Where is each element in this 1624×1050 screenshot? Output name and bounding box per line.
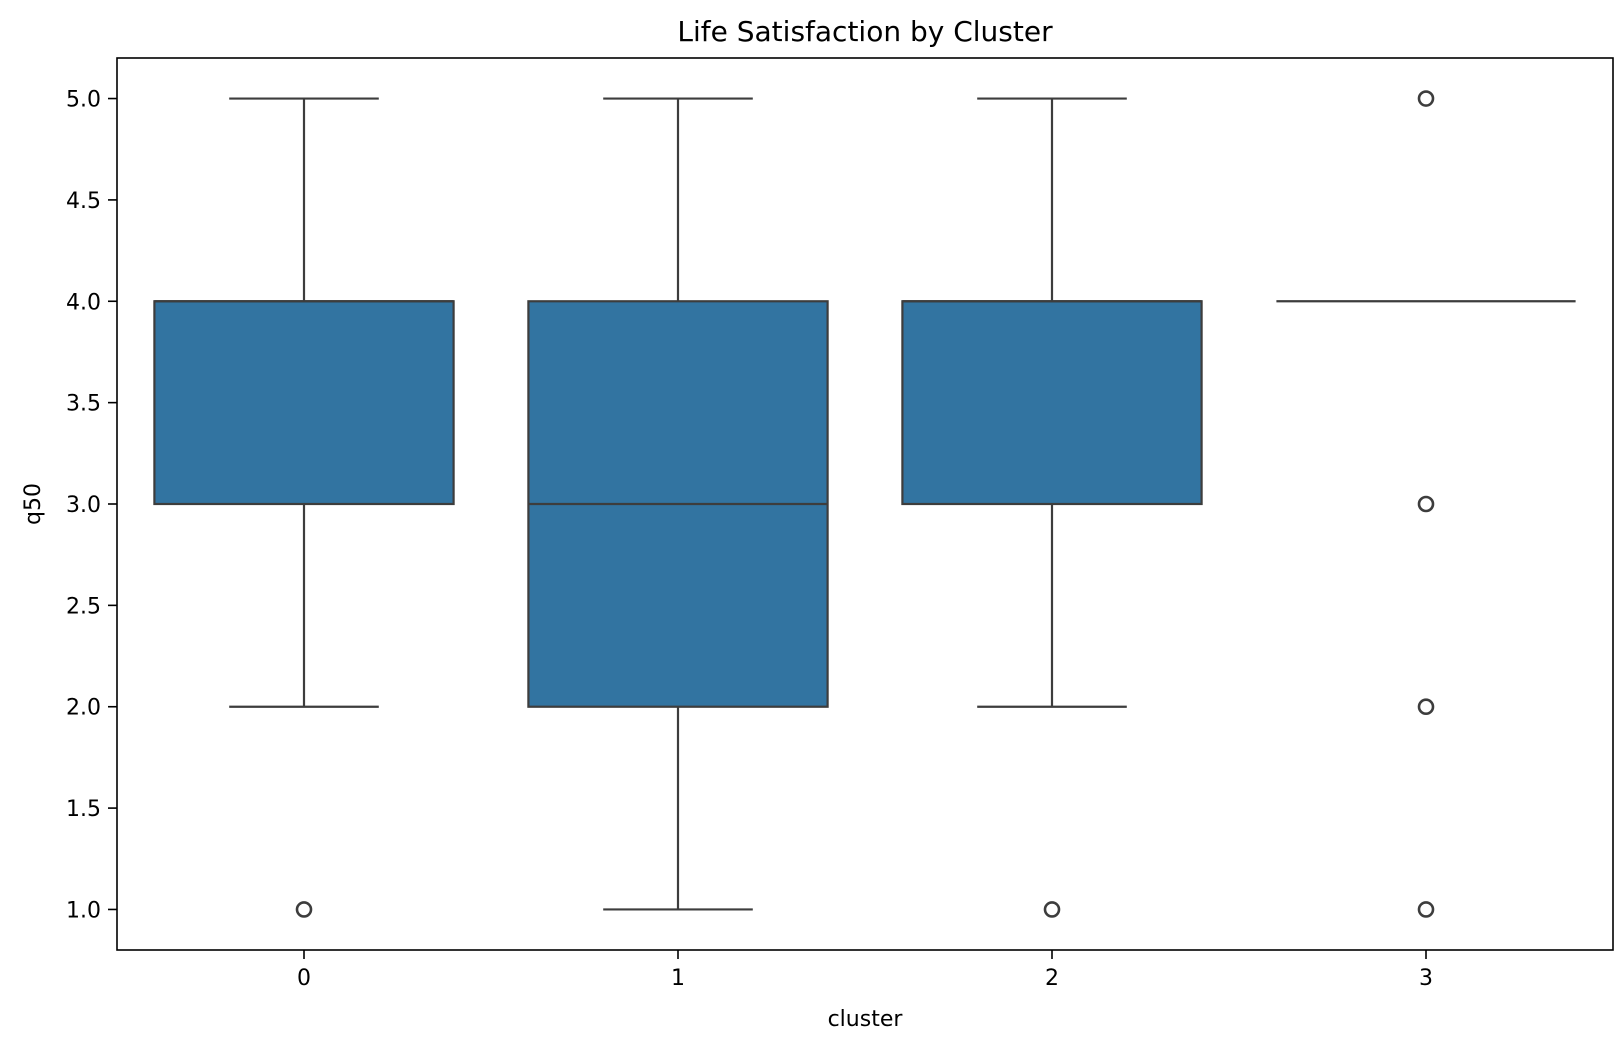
y-tick-label: 1.0 <box>66 898 101 923</box>
x-tick-label: 2 <box>1045 966 1059 991</box>
outlier-point <box>1417 901 1435 918</box>
y-axis: 1.0 1.5 2.0 2.5 3.0 3.5 4.0 4.5 5.0 <box>66 88 117 923</box>
chart-title: Life Satisfaction by Cluster <box>677 15 1053 48</box>
outlier-point <box>1043 901 1061 918</box>
iqr-box <box>901 300 1203 506</box>
y-axis-label: q50 <box>21 483 46 525</box>
y-tick-label: 2.5 <box>66 594 101 619</box>
y-tick-label: 4.0 <box>66 290 101 315</box>
x-tick-label: 1 <box>671 966 685 991</box>
x-axis: 0 1 2 3 <box>297 950 1433 991</box>
x-tick-label: 3 <box>1419 966 1433 991</box>
y-tick-label: 5.0 <box>66 88 101 113</box>
x-tick-label: 0 <box>297 966 311 991</box>
plot-area <box>153 90 1576 918</box>
iqr-box <box>153 300 455 506</box>
box-group-2 <box>901 97 1203 918</box>
outlier-point <box>295 901 313 918</box>
y-tick-label: 3.0 <box>66 493 101 518</box>
box-group-1 <box>527 97 829 911</box>
outlier-point <box>1417 90 1435 107</box>
y-tick-label: 2.0 <box>66 696 101 721</box>
y-tick-label: 1.5 <box>66 797 101 822</box>
y-tick-label: 4.5 <box>66 189 101 214</box>
y-tick-label: 3.5 <box>66 392 101 417</box>
outlier-point <box>1417 495 1435 513</box>
box-group-3 <box>1276 90 1576 918</box>
outlier-point <box>1417 698 1435 716</box>
x-axis-label: cluster <box>828 1007 904 1032</box>
box-group-0 <box>153 97 455 918</box>
